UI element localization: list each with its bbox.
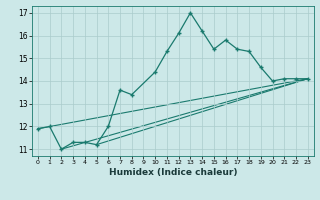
X-axis label: Humidex (Indice chaleur): Humidex (Indice chaleur) xyxy=(108,168,237,177)
